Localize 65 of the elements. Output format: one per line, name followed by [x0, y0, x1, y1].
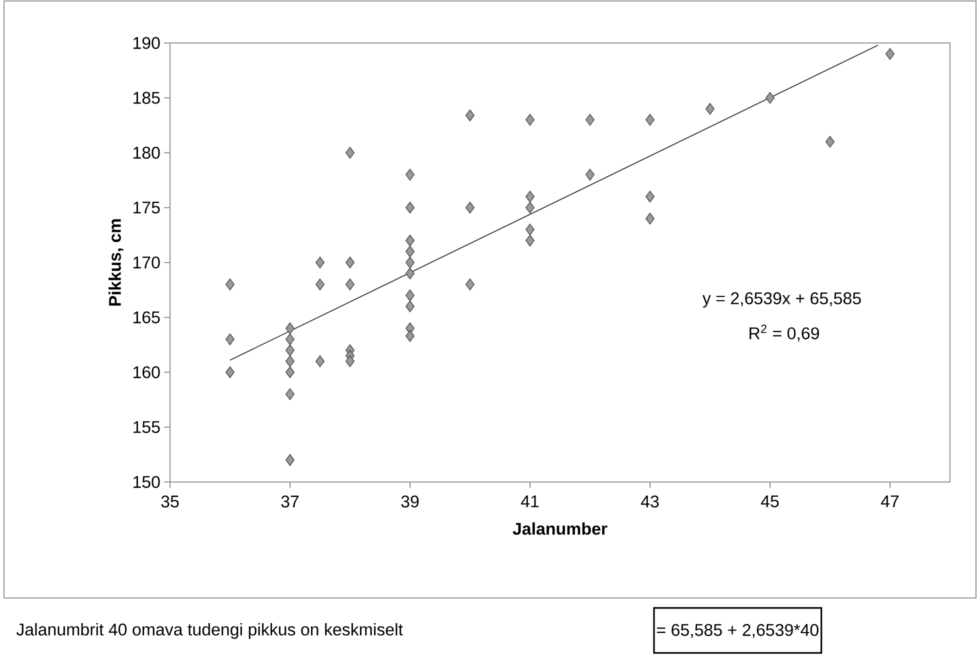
annotation: R$^{2}$ = 0,69: [750, 324, 819, 342]
point: [465, 110, 475, 122]
point: [315, 256, 325, 268]
point: [705, 102, 715, 115]
point: [225, 366, 235, 378]
point: [405, 290, 415, 302]
y-tick-label: 190: [134, 36, 160, 49]
y-axis-title: Pikkus, cm: [108, 219, 124, 306]
y-tick-label: 180: [134, 146, 160, 159]
point: [645, 190, 655, 203]
point: [285, 454, 295, 466]
point: [465, 202, 475, 214]
point: [525, 234, 535, 246]
point: [405, 330, 415, 342]
y-tick-label: 185: [134, 92, 160, 104]
point: [585, 114, 595, 126]
x-axis-title: Jalanumber: [512, 522, 608, 535]
x-tick-label: 45: [760, 496, 779, 508]
point: [645, 114, 655, 126]
point: [225, 333, 235, 346]
y-tick-label: 175: [134, 202, 160, 214]
point: [525, 202, 535, 214]
point: [645, 212, 655, 224]
point: [405, 202, 415, 214]
point: [285, 344, 295, 356]
point: [525, 190, 535, 203]
x-tick-label: 41: [520, 496, 539, 508]
point: [585, 168, 595, 181]
x-tick-label: 43: [640, 496, 659, 508]
point: [345, 278, 355, 290]
point: [285, 355, 295, 368]
point: [285, 322, 295, 334]
point: [285, 388, 295, 400]
point: [885, 48, 895, 60]
point: [405, 246, 415, 258]
point: [525, 224, 535, 236]
point: [405, 268, 415, 280]
point: [315, 278, 325, 290]
point: [285, 366, 295, 378]
point: [825, 136, 835, 148]
x-tick-label: 39: [401, 496, 419, 508]
y-tick-label: 155: [134, 421, 160, 434]
annotation: y = 2,6539x + 65,585: [702, 292, 861, 308]
point: [405, 300, 415, 312]
y-tick-label: 170: [134, 256, 160, 268]
point: [285, 333, 295, 346]
point: [345, 256, 355, 268]
point: [315, 355, 325, 368]
x-tick-label: 35: [161, 496, 179, 508]
y-tick-label: 165: [134, 311, 160, 324]
text: = 65,585 + 2,6539*40: [657, 624, 818, 638]
x-tick-label: 47: [880, 496, 899, 508]
x-tick-label: 37: [281, 496, 299, 508]
point: [405, 256, 415, 268]
text: Jalanumbrit 40 omava tudengi pikkus on keskmiselt: [16, 623, 403, 639]
point: [405, 234, 415, 246]
point: [225, 278, 235, 290]
y-tick-label: 160: [134, 366, 160, 378]
point: [345, 146, 355, 159]
point: [405, 168, 415, 181]
y-tick-label: 150: [134, 476, 160, 488]
point: [525, 114, 535, 126]
point: [765, 92, 775, 104]
point: [345, 355, 355, 368]
point: [465, 278, 475, 290]
